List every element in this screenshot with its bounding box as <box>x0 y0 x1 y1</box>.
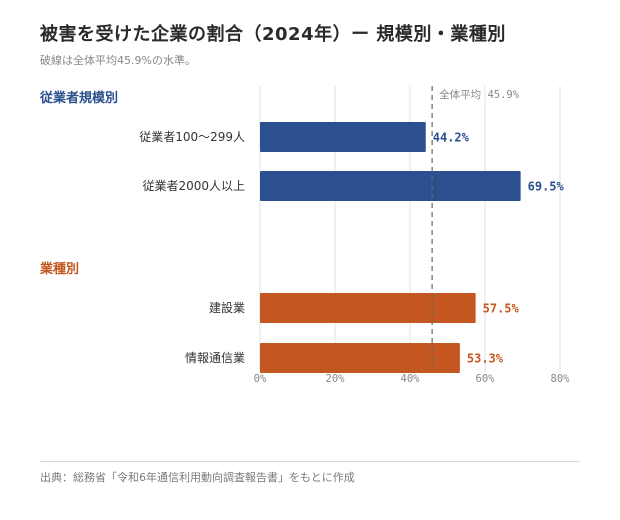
x-tick-label: 80% <box>551 373 571 385</box>
x-tick-label: 60% <box>476 373 496 385</box>
x-tick-label: 20% <box>326 373 346 385</box>
category-label: 従業者2000人以上 <box>142 179 245 193</box>
source-note: 出典：総務省「令和6年通信利用動向調査報告書」をもとに作成 <box>40 471 355 484</box>
bar <box>260 293 476 323</box>
bar <box>260 171 521 201</box>
x-tick-label: 40% <box>401 373 421 385</box>
chart-title: 被害を受けた企業の割合（2024年）ー 規模別・業種別 <box>40 24 506 45</box>
bar <box>260 343 460 373</box>
data-label: 53.3% <box>467 352 504 366</box>
category-label: 従業者100〜299人 <box>139 130 245 144</box>
x-tick-label: 0% <box>254 373 267 385</box>
group-label: 業種別 <box>39 261 79 277</box>
category-label: 情報通信業 <box>185 351 245 365</box>
bar <box>260 122 426 152</box>
data-label: 57.5% <box>483 302 520 316</box>
average-reference-label: 全体平均 45.9% <box>439 88 520 101</box>
footer-divider <box>40 461 580 462</box>
chart-subtitle: 破線は全体平均45.9%の水準。 <box>40 54 196 67</box>
data-label: 44.2% <box>433 131 470 145</box>
category-label: 建設業 <box>209 300 245 315</box>
data-label: 69.5% <box>528 180 565 194</box>
group-label: 従業者規模別 <box>39 90 118 106</box>
